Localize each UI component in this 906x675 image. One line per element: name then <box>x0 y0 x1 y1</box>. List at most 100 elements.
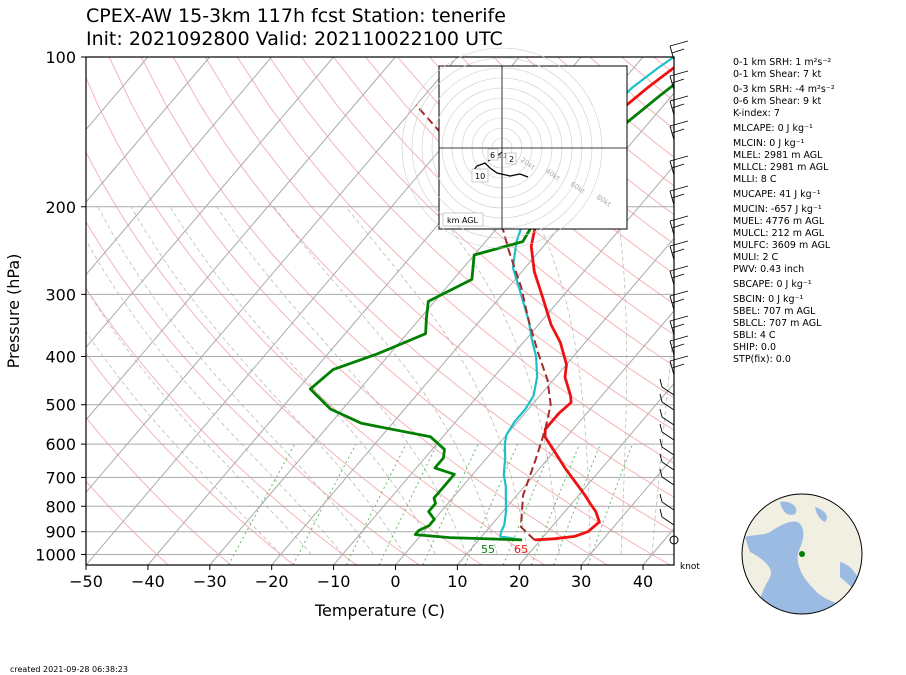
stability-index-row: MLLI: 8 C <box>733 174 777 185</box>
stability-index-row: SBCAPE: 0 J kg⁻¹ <box>733 279 812 290</box>
dry-adiabat-line <box>172 57 674 533</box>
stability-index-row: MULFC: 3609 m AGL <box>733 240 831 251</box>
x-tick-label: 40 <box>633 572 653 591</box>
background-lines <box>86 57 674 565</box>
isotherm-line <box>271 92 674 565</box>
moist-adiabat-line <box>651 321 674 555</box>
mixing-ratio-line <box>345 443 407 565</box>
dry-adiabat-line <box>86 151 483 565</box>
isotherm-line <box>86 57 396 421</box>
wind-barb <box>669 40 689 61</box>
chart-title-line-1: CPEX-AW 15-3km 117h fcst Station: teneri… <box>86 5 506 27</box>
isotherm-line <box>86 57 458 494</box>
stability-index-row: MLLCL: 2981 m AGL <box>733 162 829 173</box>
y-tick-label: 300 <box>45 285 76 304</box>
wind-barb <box>659 508 675 526</box>
stability-index-row: STP(fix): 0.0 <box>733 354 791 365</box>
wind-barb <box>669 240 689 261</box>
y-tick-label: 100 <box>45 48 76 67</box>
x-tick-label: 20 <box>509 572 529 591</box>
stability-index-row: MLCIN: 0 J kg⁻¹ <box>733 138 805 149</box>
stability-index-row: PWV: 0.43 inch <box>733 264 805 275</box>
wind-barb <box>659 423 675 441</box>
mixing-ratio-line <box>553 443 601 565</box>
y-tick-label: 700 <box>45 468 76 487</box>
station-marker <box>799 551 805 557</box>
isotherm-line <box>518 382 674 565</box>
x-tick-label: −40 <box>131 572 165 591</box>
x-axis-label: Temperature (C) <box>314 601 445 620</box>
mixing-ratio-line <box>378 443 438 565</box>
stability-index-row: MUCIN: -657 J kg⁻¹ <box>733 204 822 215</box>
isotherm-line <box>333 165 674 565</box>
created-timestamp: created 2021-09-28 06:38:23 <box>10 665 128 674</box>
moist-adiabat-line <box>530 206 591 555</box>
x-tick-label: 30 <box>571 572 591 591</box>
wind-barb <box>669 355 689 376</box>
hodo-label-3: 3 <box>497 152 501 160</box>
moist-adiabat-line <box>130 206 405 555</box>
y-tick-label: 900 <box>45 523 76 542</box>
wind-barb <box>659 493 675 511</box>
y-axis-label: Pressure (hPa) <box>4 254 23 369</box>
x-tick-label: −20 <box>255 572 289 591</box>
wind-barb <box>669 95 689 116</box>
dry-adiabat-line <box>236 57 674 464</box>
stability-index-row: K-index: 7 <box>733 108 780 119</box>
y-tick-label: 200 <box>45 198 76 217</box>
dry-adiabat-line <box>268 57 674 431</box>
wind-barb <box>669 70 689 91</box>
globe-locator-map <box>741 493 863 615</box>
moist-adiabat-line <box>273 206 498 555</box>
stability-index-row: 0-3 km SRH: -4 m²s⁻² <box>733 84 835 95</box>
stability-index-row: 0-6 km Shear: 9 kt <box>733 96 822 107</box>
x-tick-label: −10 <box>317 572 351 591</box>
wind-barb <box>659 378 675 396</box>
isotherm-line <box>86 57 272 276</box>
stability-index-row: MUEL: 4776 m AGL <box>733 216 825 227</box>
dry-adiabat-line <box>204 57 674 498</box>
dry-adiabat-line <box>86 416 232 565</box>
stability-index-row: SBLI: 4 C <box>733 330 776 341</box>
dry-adiabat-line <box>86 76 546 565</box>
dry-adiabat-line <box>365 57 674 336</box>
wind-barb <box>669 315 689 336</box>
y-tick-label: 1000 <box>35 545 76 564</box>
plot-frame <box>85 56 675 566</box>
y-tick-label: 600 <box>45 435 76 454</box>
mixing-ratio-line <box>422 443 479 565</box>
hodo-label-10: 10 <box>475 172 485 181</box>
mixing-ratio-line <box>292 443 357 565</box>
stability-index-row: MULI: 2 C <box>733 252 779 263</box>
wind-barb <box>669 120 689 141</box>
stability-index-row: MLCAPE: 0 J kg⁻¹ <box>733 123 813 134</box>
isotherm-line <box>395 237 674 565</box>
moist-adiabat-line <box>86 288 312 555</box>
wind-barb <box>669 185 689 206</box>
hodo-label-2: 2 <box>509 155 514 164</box>
mixing-ratio-line <box>587 443 633 565</box>
wind-units-label: knot <box>680 562 700 572</box>
axes: −50 −40 −30 −20 −10 0 10 20 30 40 100 200 300 400 500 6… <box>35 48 653 591</box>
wind-barb <box>669 335 689 356</box>
wind-barb <box>659 468 675 486</box>
hodo-legend: km AGL <box>447 216 479 225</box>
mixing-ratio-line <box>530 443 580 565</box>
stability-index-row: MULCL: 212 m AGL <box>733 228 825 239</box>
hodo-label-6: 6 <box>490 151 495 160</box>
wind-barb <box>669 265 689 286</box>
stability-index-row: SBLCL: 707 m AGL <box>733 318 822 329</box>
moist-adiabat-line <box>216 206 467 555</box>
stability-index-row: MUCAPE: 41 J kg⁻¹ <box>733 189 821 200</box>
x-tick-label: 0 <box>390 572 400 591</box>
stability-index-row: SBCIN: 0 J kg⁻¹ <box>733 294 804 305</box>
y-tick-label: 800 <box>45 497 76 516</box>
moist-adiabat-line <box>86 331 281 555</box>
moist-adiabat-line <box>616 206 628 555</box>
wind-barbs <box>659 40 689 545</box>
dry-adiabat-line <box>86 287 357 565</box>
dry-adiabat-line <box>140 57 671 565</box>
isotherm-line <box>86 57 211 203</box>
moist-adiabat-line <box>434 206 560 555</box>
